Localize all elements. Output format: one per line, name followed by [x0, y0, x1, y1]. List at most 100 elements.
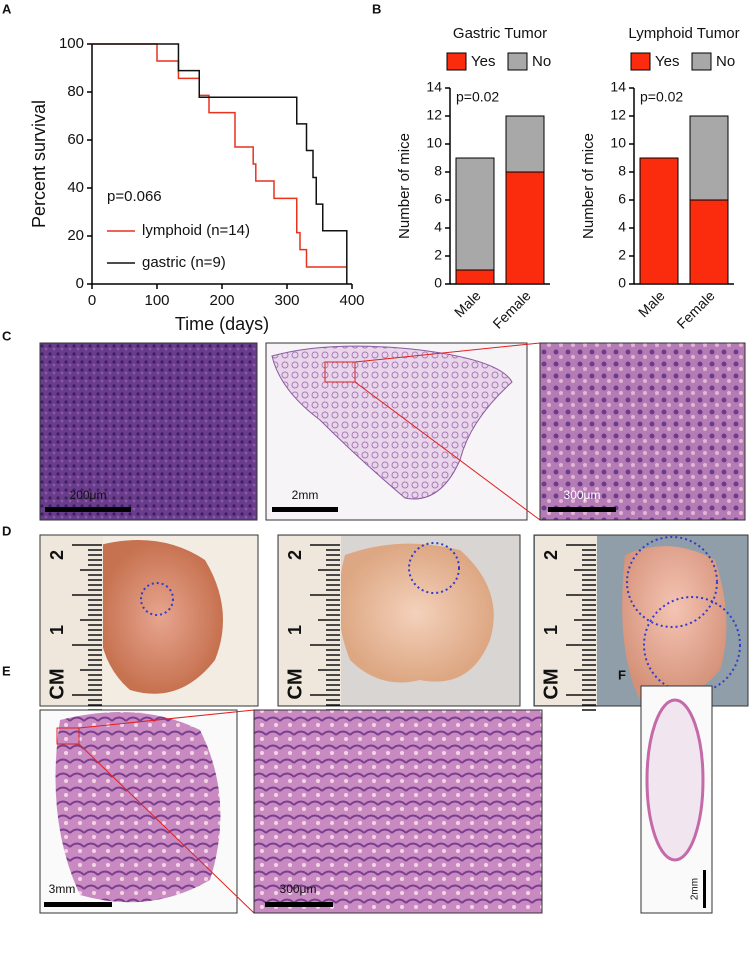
survival-line [92, 43, 347, 268]
micrograph [539, 342, 746, 521]
x-tick-label: 300 [274, 292, 299, 309]
legend-swatch [507, 52, 528, 71]
panel-label: E [2, 663, 11, 678]
micrograph [39, 342, 258, 521]
bar-segment [689, 199, 729, 285]
y-tick-label: 10 [426, 135, 442, 151]
x-tick-label: Female [489, 287, 533, 331]
legend-label: No [532, 53, 551, 70]
lung-section [271, 345, 513, 500]
tissue [622, 546, 727, 701]
bar-segment [455, 157, 495, 271]
y-axis-label: Number of mice [396, 133, 413, 239]
legend-label: Yes [655, 53, 679, 70]
y-axis-label: Number of mice [580, 133, 597, 239]
y-tick-label: 0 [618, 275, 626, 291]
ruler-label: 1 [541, 625, 561, 635]
ruler-label: CM [46, 668, 68, 699]
ruler-label: CM [284, 668, 306, 699]
section [645, 698, 705, 862]
scale-bar [703, 870, 706, 908]
scale-bar [44, 902, 112, 907]
x-tick-label: 100 [144, 292, 169, 309]
y-tick-label: 10 [610, 135, 626, 151]
bar-segment [689, 115, 729, 201]
bar-segment [455, 269, 495, 285]
annotation: p=0.02 [456, 89, 499, 105]
inset-line [354, 342, 541, 363]
y-tick-label: 4 [618, 219, 626, 235]
ruler-label: CM [540, 668, 562, 699]
inset-line [78, 743, 255, 914]
legend-label: No [716, 53, 735, 70]
scale-bar [45, 507, 131, 512]
y-tick-label: 4 [434, 219, 442, 235]
panel-d: 2 1 CM 2 1 CM 2 1 CM [39, 534, 749, 711]
y-tick-label: 80 [67, 83, 84, 100]
panel-label: A [2, 1, 12, 16]
legend-swatch [630, 52, 651, 71]
inset-box [56, 727, 80, 745]
scale-label: 300μm [564, 488, 601, 502]
chart-title: Gastric Tumor [453, 25, 547, 42]
y-tick-label: 2 [434, 247, 442, 263]
y-tick-label: 20 [67, 227, 84, 244]
x-tick-label: Male [635, 287, 668, 320]
y-tick-label: 100 [59, 35, 84, 52]
micrograph [253, 709, 543, 914]
y-tick-label: 60 [67, 131, 84, 148]
chart-title: Lymphoid Tumor [628, 25, 739, 42]
panel-e: 3mm 300μm [39, 709, 543, 914]
panel-label: B [372, 1, 381, 16]
bar-segment [505, 171, 545, 285]
panel-f: 2mm [640, 685, 713, 914]
tumor-circle [140, 582, 174, 616]
x-tick-label: Male [451, 287, 484, 320]
legend-label: lymphoid (n=14) [142, 222, 250, 239]
ruler-label: 1 [285, 625, 305, 635]
panel-label: C [2, 328, 12, 343]
scale-label: 300μm [280, 882, 317, 896]
scale-bar [548, 507, 616, 512]
stomach-section [55, 712, 221, 903]
y-tick-label: 0 [76, 275, 84, 292]
ruler-label: 2 [541, 550, 561, 560]
inset-box [324, 361, 356, 383]
survival-line [92, 43, 348, 284]
x-axis-label: Time (days) [175, 314, 269, 334]
panel-label: D [2, 523, 11, 538]
bar-segment [639, 157, 679, 285]
ruler-label: 1 [47, 625, 67, 635]
x-tick-label: 200 [209, 292, 234, 309]
scale-bar [272, 507, 338, 512]
tumor-circle [408, 542, 460, 594]
panel-label: F [618, 667, 626, 682]
x-tick-label: 0 [88, 292, 96, 309]
annotation: p=0.066 [107, 188, 162, 205]
x-tick-label: 400 [339, 292, 364, 309]
y-axis-label: Percent survival [29, 100, 49, 228]
legend-swatch [691, 52, 712, 71]
legend-label: gastric (n=9) [142, 254, 226, 271]
ruler-label: 2 [47, 550, 67, 560]
y-tick-label: 6 [618, 191, 626, 207]
tumor-circle [626, 536, 718, 628]
bar-segment [505, 115, 545, 173]
scale-label: 2mm [690, 878, 701, 900]
y-tick-label: 8 [618, 163, 626, 179]
y-tick-label: 2 [618, 247, 626, 263]
inset-line [78, 709, 255, 729]
legend-label: Yes [471, 53, 495, 70]
y-tick-label: 0 [434, 275, 442, 291]
tissue [338, 543, 494, 683]
annotation: p=0.02 [640, 89, 683, 105]
y-tick-label: 14 [426, 79, 442, 95]
scale-label: 200μm [70, 488, 107, 502]
scale-bar [265, 902, 333, 907]
y-tick-label: 40 [67, 179, 84, 196]
ruler-label: 2 [285, 550, 305, 560]
y-tick-label: 12 [426, 107, 442, 123]
tissue [97, 540, 223, 694]
y-tick-label: 12 [610, 107, 626, 123]
inset-line [354, 381, 541, 521]
